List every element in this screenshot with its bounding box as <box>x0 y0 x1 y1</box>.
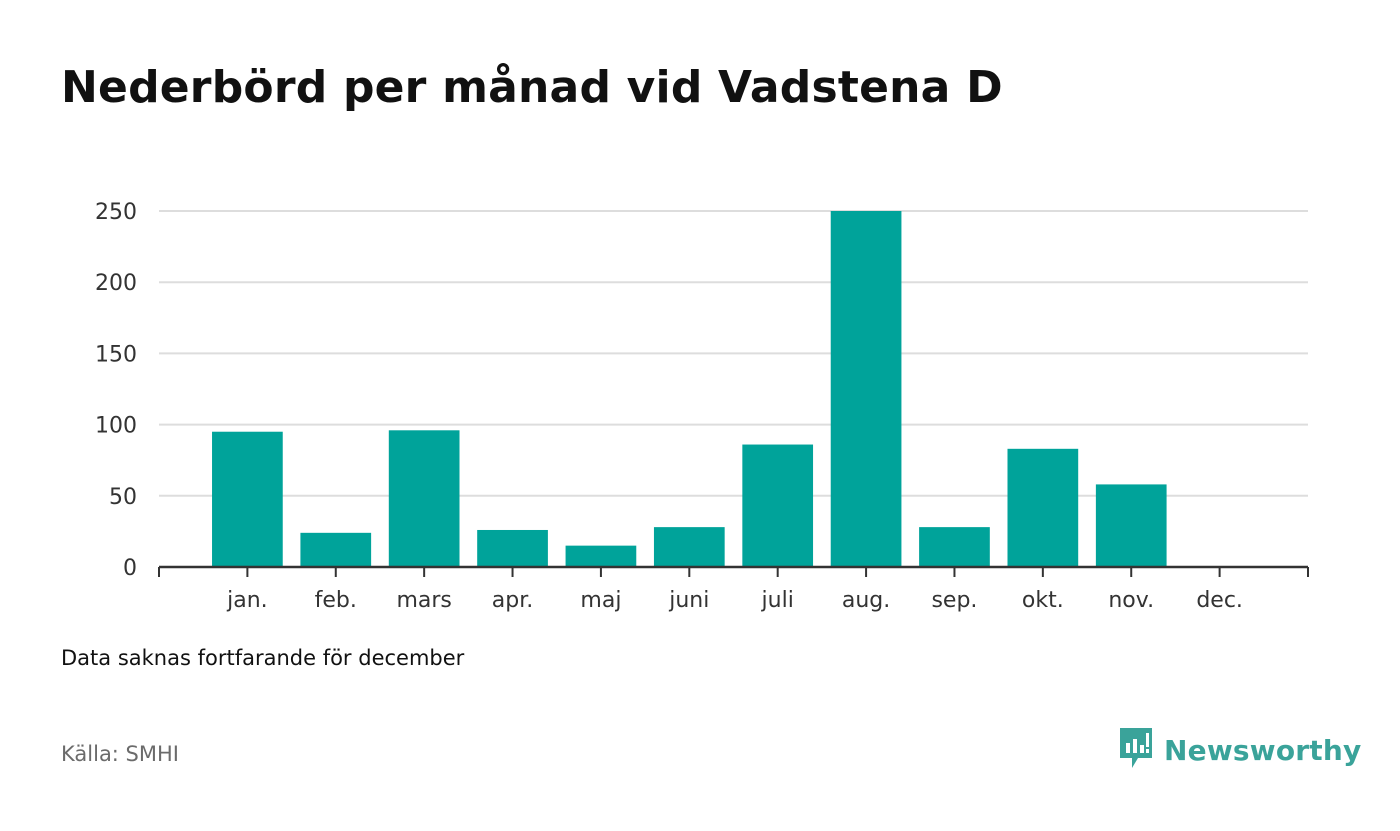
bar-juni <box>653 527 725 567</box>
bar-okt <box>1007 448 1079 567</box>
y-tick-labels: 0 50 100 150 200 250 <box>95 200 137 581</box>
x-tick-label: feb. <box>315 588 357 613</box>
x-tick-label: jan. <box>226 588 268 613</box>
bar-feb <box>300 532 372 567</box>
x-tick-label: nov. <box>1108 588 1154 613</box>
y-tick-label: 0 <box>123 556 137 581</box>
x-tick-label: maj <box>580 588 621 613</box>
y-tick-label: 250 <box>95 200 137 225</box>
bar-mars <box>388 430 460 567</box>
x-tick-label: juni <box>668 588 709 613</box>
y-tick-label: 200 <box>95 271 137 296</box>
bars <box>212 211 1167 567</box>
x-axis <box>158 565 1309 577</box>
bar-jan <box>212 431 283 567</box>
brand-name: Newsworthy <box>1164 733 1362 767</box>
x-tick-labels: jan. feb. mars apr. maj juni juli aug. sep. okt. n… <box>226 588 1243 613</box>
source-label: Källa: SMHI <box>61 742 179 766</box>
x-tick-label: aug. <box>842 588 890 613</box>
x-tick-label: juli <box>761 588 794 613</box>
chart-title: Nederbörd per månad vid Vadstena D <box>61 62 1003 113</box>
x-tick-label: sep. <box>931 588 977 613</box>
bar-juli <box>742 444 814 567</box>
y-tick-label: 150 <box>95 342 137 367</box>
y-tick-label: 100 <box>95 414 137 439</box>
brand-logo[interactable]: Newsworthy <box>1118 726 1361 774</box>
x-tick-label: mars <box>396 588 451 613</box>
x-tick-label: okt. <box>1022 588 1064 613</box>
bar-sep <box>919 527 990 567</box>
y-tick-label: 50 <box>109 485 137 510</box>
footnote: Data saknas fortfarande för december <box>61 646 465 670</box>
x-tick-label: dec. <box>1196 588 1243 613</box>
bar-apr <box>477 529 548 567</box>
bar-maj <box>565 545 637 567</box>
bar-nov <box>1095 484 1167 567</box>
newsworthy-logo-icon <box>1118 726 1154 774</box>
bar-aug <box>830 211 902 567</box>
x-tick-label: apr. <box>492 588 533 613</box>
gridlines <box>159 210 1308 497</box>
